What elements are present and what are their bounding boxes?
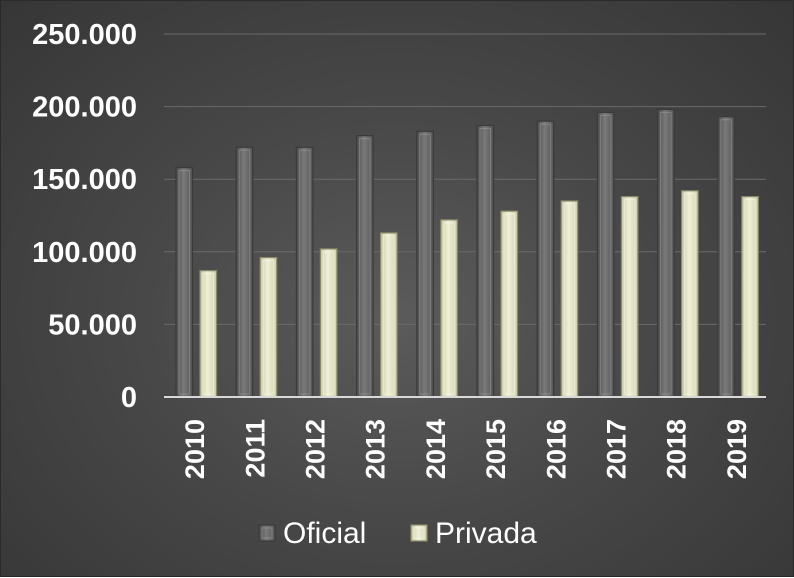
bars [175, 108, 759, 398]
bar-oficial-2017 [596, 111, 615, 398]
bar-bevel [623, 199, 636, 395]
bar-oficial-2010 [175, 166, 194, 398]
legend-swatch-bevel [413, 527, 425, 539]
x-tick-label: 2010 [180, 419, 210, 479]
y-tick-label: 100.000 [32, 237, 137, 269]
x-tick-label: 2017 [602, 419, 632, 479]
bar-privada-2012 [319, 248, 338, 398]
gridlines [164, 33, 766, 325]
bar-oficial-2012 [295, 146, 314, 398]
y-tick-label: 50.000 [48, 309, 137, 341]
bar-oficial-2014 [416, 130, 434, 398]
y-axis-ticks: 0 50.000 100.000 150.000 200.000 250.000 [32, 19, 137, 414]
y-tick-label: 250.000 [32, 19, 137, 51]
bar-oficial-2015 [476, 124, 495, 398]
bar-bevel [599, 114, 612, 395]
x-tick-label: 2012 [301, 419, 331, 479]
x-tick-label: 2018 [662, 419, 692, 479]
bar-bevel [539, 123, 552, 395]
bar-bevel [479, 127, 491, 395]
legend-label: Privada [435, 517, 537, 550]
legend-item-oficial: Oficial [258, 517, 366, 550]
bar-bevel [684, 193, 696, 395]
legend-item-privada: Privada [410, 517, 537, 550]
bar-oficial-2018 [656, 108, 675, 398]
bar-bevel [744, 199, 756, 395]
bar-bevel [322, 251, 335, 395]
bar-privada-2011 [259, 257, 278, 398]
bar-bevel [202, 273, 214, 395]
bar-bevel [383, 235, 395, 395]
bar-privada-2016 [560, 200, 579, 398]
legend-swatch [258, 524, 276, 542]
y-tick-label: 150.000 [32, 164, 137, 196]
bar-bevel [660, 112, 672, 395]
bar-privada-2015 [500, 210, 519, 398]
x-tick-label: 2013 [361, 419, 391, 479]
bar-bevel [262, 260, 275, 395]
bar-privada-2013 [380, 232, 398, 398]
legend: Oficial Privada [258, 517, 537, 550]
bar-bevel [563, 203, 576, 395]
x-tick-label: 2016 [541, 419, 571, 479]
bar-oficial-2011 [235, 146, 254, 398]
bar-oficial-2016 [536, 120, 555, 398]
bar-privada-2019 [741, 196, 759, 398]
bar-bevel [443, 222, 455, 395]
x-tick-label: 2019 [722, 419, 752, 479]
legend-label: Oficial [283, 517, 366, 550]
legend-swatch-bevel [261, 527, 273, 539]
bar-bevel [720, 119, 732, 395]
bar-bevel [178, 170, 190, 395]
x-tick-label: 2015 [481, 419, 511, 479]
x-tick-label: 2011 [240, 419, 270, 478]
bar-oficial-2013 [356, 135, 374, 398]
y-tick-label: 200.000 [32, 92, 137, 124]
bar-privada-2018 [680, 190, 699, 398]
bar-privada-2010 [199, 270, 218, 398]
bar-privada-2017 [620, 196, 639, 398]
bar-oficial-2019 [717, 116, 735, 398]
bar-bevel [298, 149, 311, 395]
bar-privada-2014 [440, 219, 458, 398]
x-axis-ticks: 2010 2011 2012 2013 2014 2015 2016 2017 2018 2019 [180, 419, 752, 479]
bar-bevel [419, 133, 431, 395]
x-tick-label: 2014 [421, 419, 451, 479]
bar-bevel [359, 138, 371, 395]
bar-bevel [238, 149, 251, 395]
legend-swatch [410, 524, 428, 542]
y-tick-label: 0 [121, 382, 137, 414]
bar-bevel [503, 213, 515, 395]
